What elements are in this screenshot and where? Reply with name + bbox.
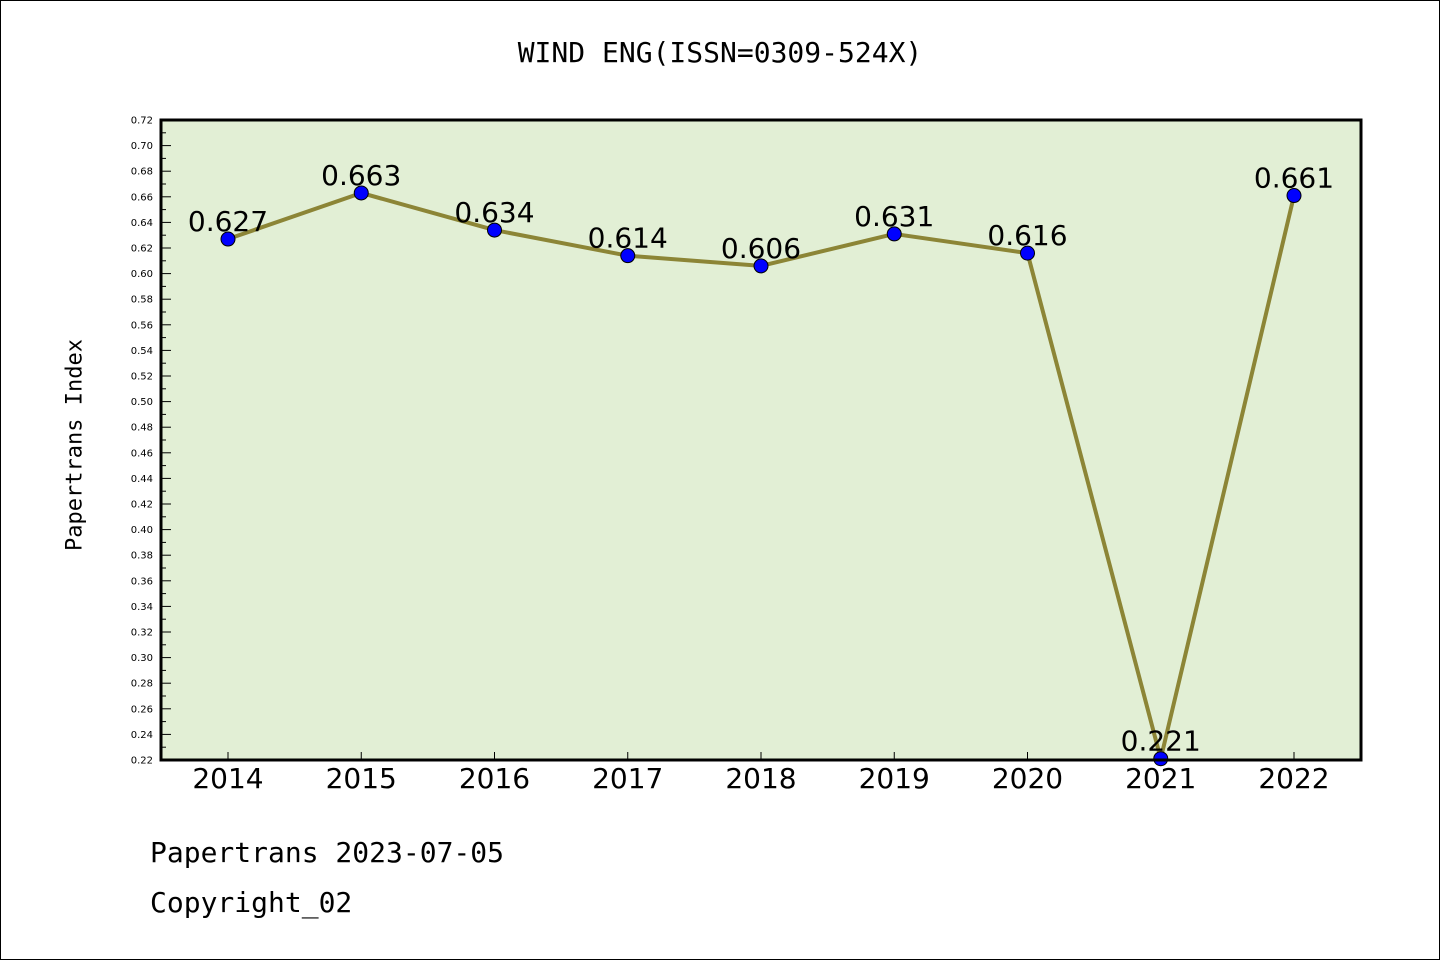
footer-date: Papertrans 2023-07-05 (150, 836, 505, 869)
y-tick-label: 0.52 (131, 372, 153, 383)
data-point (620, 248, 636, 264)
x-tick-label: 2021 (1125, 762, 1196, 795)
data-point (753, 258, 769, 274)
data-label: 0.631 (854, 200, 934, 233)
y-tick-label: 0.70 (131, 141, 153, 152)
y-tick-label: 0.42 (131, 500, 153, 511)
data-markers (220, 185, 1302, 767)
y-tick-label: 0.62 (131, 244, 153, 255)
data-label: 0.221 (1121, 725, 1201, 758)
y-tick-label: 0.68 (131, 167, 153, 178)
y-tick-label: 0.34 (131, 602, 153, 613)
data-label: 0.627 (188, 205, 268, 238)
y-tick-label: 0.46 (131, 448, 153, 459)
y-tick-label: 0.22 (131, 756, 153, 767)
y-tick-label: 0.28 (131, 679, 153, 690)
y-tick-label: 0.36 (131, 576, 153, 587)
x-tick-label: 2018 (725, 762, 796, 795)
data-point (487, 222, 502, 238)
data-point (1020, 245, 1035, 261)
footer-copyright: Copyright_02 (150, 886, 353, 919)
y-tick-label: 0.44 (131, 474, 153, 485)
data-label: 0.661 (1254, 162, 1334, 195)
y-tick-label: 0.72 (131, 116, 153, 127)
data-label: 0.614 (588, 222, 668, 255)
y-tick-label: 0.66 (131, 192, 153, 203)
data-label: 0.616 (987, 219, 1067, 252)
x-tick-label: 2014 (192, 762, 263, 795)
x-tick-label: 2022 (1258, 762, 1329, 795)
chart-title: WIND ENG(ISSN=0309-524X) (517, 36, 923, 69)
plot-border (159, 118, 1363, 762)
y-tick-label: 0.50 (131, 397, 153, 408)
y-tick-label: 0.60 (131, 269, 153, 280)
y-tick-label: 0.32 (131, 628, 153, 639)
data-label: 0.606 (721, 232, 801, 265)
x-tick-label: 2019 (859, 762, 930, 795)
y-tick-label: 0.26 (131, 704, 153, 715)
data-point (220, 231, 236, 247)
data-label: 0.663 (321, 159, 401, 192)
x-axis: 2014 2015 2016 2017 2018 2019 2020 2021 2022 (192, 752, 1330, 795)
y-tick-label: 0.30 (131, 653, 153, 664)
y-tick-label: 0.56 (131, 320, 153, 331)
x-tick-label: 2015 (326, 762, 397, 795)
y-tick-label: 0.48 (131, 423, 153, 434)
y-tick-label: 0.58 (131, 295, 153, 306)
x-tick-label: 2016 (459, 762, 530, 795)
data-point (886, 226, 902, 242)
x-tick-label: 2017 (592, 762, 663, 795)
y-tick-label: 0.38 (131, 551, 153, 562)
data-labels: 0.627 0.663 0.634 0.614 0.606 0.631 0.616 0.221… (188, 159, 1334, 758)
y-tick-label: 0.40 (131, 525, 153, 536)
x-tick-label: 2020 (992, 762, 1063, 795)
y-tick-label: 0.24 (131, 730, 153, 741)
data-point (353, 185, 369, 201)
data-point (1286, 188, 1302, 204)
plot-area (161, 120, 1361, 760)
data-label: 0.634 (454, 196, 534, 229)
y-tick-label: 0.64 (131, 218, 153, 229)
y-tick-label: 0.54 (131, 346, 153, 357)
